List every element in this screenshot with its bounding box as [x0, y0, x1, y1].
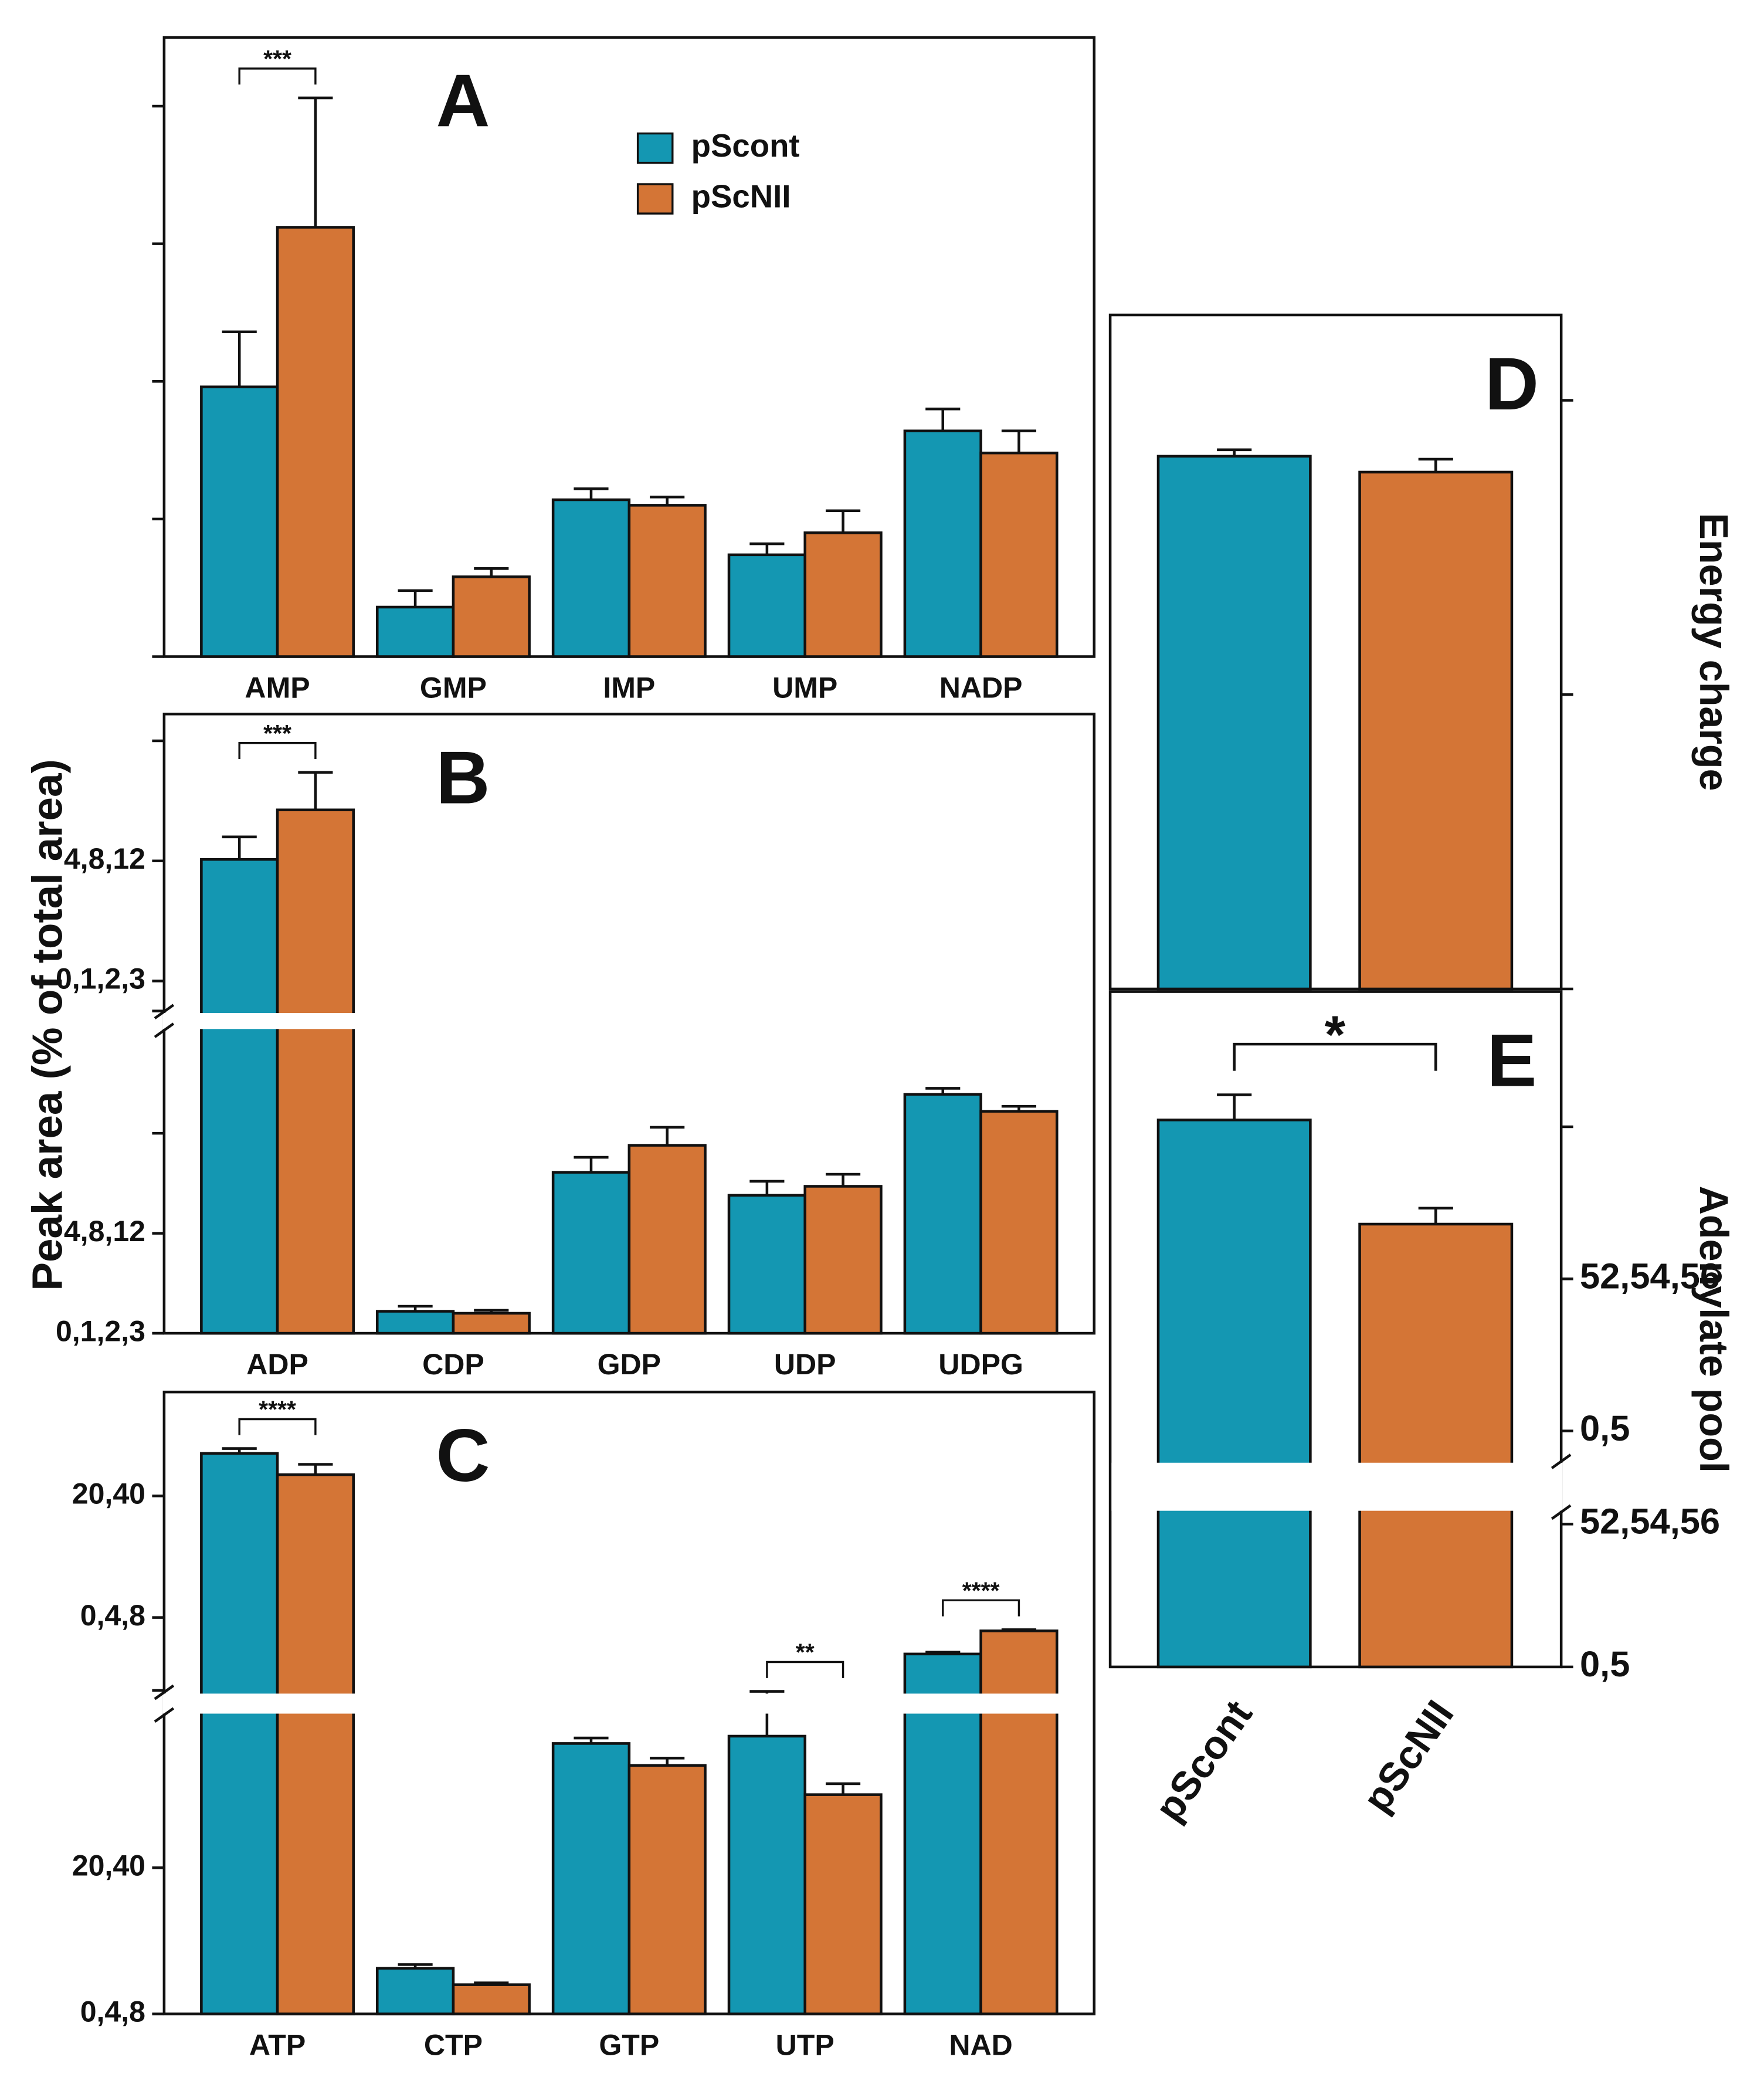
x-tick-label: GMP	[420, 672, 487, 704]
bar	[627, 504, 707, 658]
frame	[1108, 990, 1563, 1669]
x-tick-label: UDP	[774, 1348, 836, 1381]
x-tick-label: UDPG	[938, 1348, 1023, 1381]
x-tick-label: NADP	[939, 672, 1023, 704]
x-tick-label: ATP	[249, 2029, 306, 2062]
bar	[551, 1742, 631, 2015]
frame	[1108, 313, 1563, 991]
y-tick-label: 0,1,2,3	[56, 1314, 145, 1347]
bar	[276, 226, 355, 658]
bar	[727, 553, 806, 658]
bar	[1358, 1222, 1514, 1669]
x-tick-label: IMP	[603, 672, 655, 704]
axis-break-mark	[154, 1022, 175, 1038]
y-tick-label: 0,5	[1580, 1408, 1630, 1449]
x-tick-label: UMP	[772, 672, 837, 704]
significance-label: *	[1325, 1005, 1346, 1065]
bar	[627, 1144, 707, 1335]
x-tick-label: UTP	[776, 2029, 834, 2062]
x-tick-label: CDP	[422, 1348, 484, 1381]
y-tick-label: 20,40	[72, 1849, 145, 1882]
legend-label: pScNII	[691, 178, 791, 214]
legend-label: pScont	[691, 128, 800, 164]
bar	[276, 808, 355, 1335]
axis-break-gap	[1111, 1462, 1563, 1511]
axis-break-mark	[154, 1684, 175, 1700]
x-tick-label: pScNII	[1354, 1693, 1462, 1821]
y-tick-label: 0,4,8	[80, 1995, 145, 2028]
bar	[727, 1734, 806, 2015]
bar	[627, 1764, 707, 2015]
panel-label: C	[436, 1414, 490, 1497]
panel-label: E	[1487, 1019, 1536, 1102]
axis-break-mark	[1551, 1453, 1572, 1469]
y-tick-label: 0,5	[1580, 1644, 1630, 1685]
bar	[979, 451, 1059, 658]
significance-bracket	[238, 742, 317, 760]
y-tick-label: 0,1,2,3	[56, 963, 145, 995]
significance-bracket	[1233, 1042, 1437, 1071]
axis-break-mark	[154, 1004, 175, 1019]
bar	[979, 1629, 1059, 2015]
bar	[903, 429, 982, 658]
significance-label: ****	[259, 1396, 296, 1423]
bar	[979, 1110, 1059, 1335]
x-tick-label: ADP	[246, 1348, 308, 1381]
y-tick-label: 4,8,12	[64, 842, 145, 875]
bar	[1358, 470, 1514, 991]
significance-bracket	[238, 1418, 317, 1435]
bar	[452, 575, 531, 658]
significance-bracket	[238, 67, 317, 85]
axis-break-gap	[162, 1693, 1093, 1714]
y-tick-label: 52,54,56	[1580, 1256, 1720, 1297]
significance-label: **	[796, 1639, 815, 1666]
legend-swatch	[636, 183, 674, 215]
bar	[276, 1473, 355, 2015]
significance-label: ****	[962, 1577, 1000, 1604]
bar	[551, 1171, 631, 1335]
axis-break-mark	[154, 1707, 175, 1723]
bar	[903, 1652, 982, 2015]
bar	[903, 1093, 982, 1335]
x-tick-label: GTP	[599, 2029, 659, 2062]
x-tick-label: CTP	[424, 2029, 483, 2062]
bar	[200, 858, 279, 1335]
axis-break-gap	[162, 1012, 1093, 1029]
y-axis-title: Peak area (% of total area)	[24, 759, 72, 1290]
y-tick-label: 4,8,12	[64, 1215, 145, 1248]
significance-bracket	[766, 1661, 844, 1678]
y-axis-title: Energy charge	[1691, 513, 1736, 791]
legend-swatch	[636, 132, 674, 164]
bar	[375, 605, 455, 658]
bar	[1156, 455, 1312, 991]
bar	[1156, 1119, 1312, 1669]
panel-label: B	[436, 736, 490, 819]
bar	[200, 385, 279, 658]
bar	[452, 1983, 531, 2015]
bar	[803, 1793, 883, 2015]
bar	[375, 1967, 455, 2015]
bar	[551, 498, 631, 658]
bar	[200, 1452, 279, 2015]
panel-label: D	[1485, 342, 1539, 425]
y-tick-label: 0,4,8	[80, 1599, 145, 1632]
x-tick-label: AMP	[245, 672, 310, 704]
axis-break-mark	[1551, 1504, 1572, 1520]
y-tick-label: 52,54,56	[1580, 1502, 1720, 1542]
x-tick-label: pScont	[1146, 1693, 1261, 1829]
significance-label: ***	[263, 45, 291, 72]
x-tick-label: NAD	[949, 2029, 1012, 2062]
x-tick-label: GDP	[598, 1348, 661, 1381]
significance-bracket	[942, 1599, 1020, 1617]
significance-label: ***	[263, 720, 291, 747]
bar	[452, 1312, 531, 1335]
bar	[803, 531, 883, 658]
bar	[727, 1194, 806, 1335]
bar	[375, 1310, 455, 1335]
panel-label: A	[436, 59, 490, 143]
y-tick-label: 20,40	[72, 1478, 145, 1510]
bar	[803, 1185, 883, 1335]
y-axis-title: Adenylate pool	[1691, 1186, 1736, 1473]
